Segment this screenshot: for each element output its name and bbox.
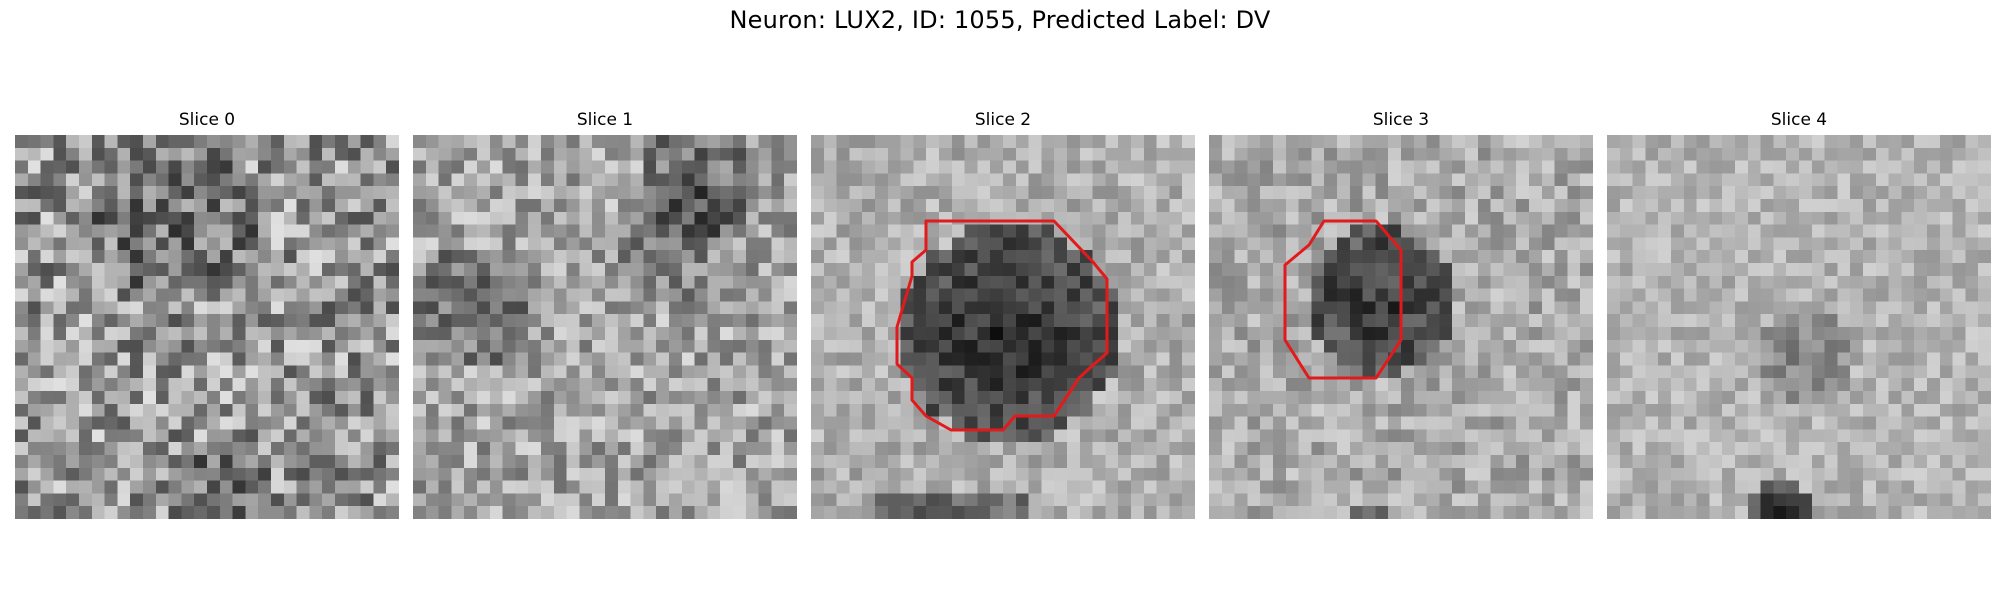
slice-title-4: Slice 4 [1607, 108, 1991, 132]
slice-panel-2: Slice 2 [811, 108, 1195, 519]
slice-panel-0: Slice 0 [15, 108, 399, 519]
slice-title-1: Slice 1 [413, 108, 797, 132]
slice-title-3: Slice 3 [1209, 108, 1593, 132]
slice-title-2: Slice 2 [811, 108, 1195, 132]
figure-title: Neuron: LUX2, ID: 1055, Predicted Label:… [0, 6, 2000, 34]
slice-panel-4: Slice 4 [1607, 108, 1991, 519]
slice-panel-3: Slice 3 [1209, 108, 1593, 519]
slice-panel-1: Slice 1 [413, 108, 797, 519]
slice-image-2 [811, 135, 1195, 519]
roi-contour-3 [1209, 135, 1593, 519]
slice-image-1 [413, 135, 797, 519]
slice-image-4 [1607, 135, 1991, 519]
slice-image-3 [1209, 135, 1593, 519]
slice-image-0 [15, 135, 399, 519]
roi-contour-2 [811, 135, 1195, 519]
slice-title-0: Slice 0 [15, 108, 399, 132]
